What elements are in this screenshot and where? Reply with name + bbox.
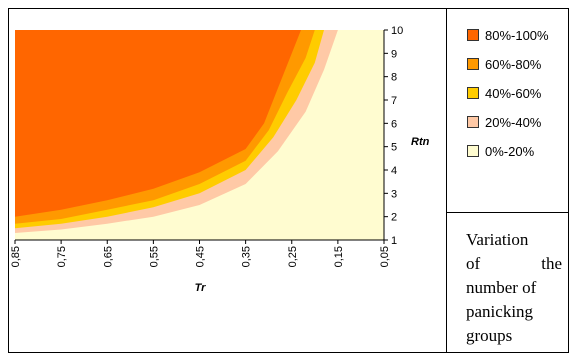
legend-label: 0%-20% bbox=[485, 143, 535, 159]
caption-line: panicking bbox=[466, 302, 534, 321]
figure-caption: Variation of the number of panicking grou… bbox=[466, 228, 562, 348]
y-tick-label: 2 bbox=[391, 212, 397, 224]
legend-cell-border bbox=[446, 8, 447, 353]
x-axis-label: Tr bbox=[195, 282, 207, 294]
legend-swatch bbox=[467, 29, 479, 41]
legend-label: 80%-100% bbox=[485, 27, 549, 43]
legend-item: 20%-40% bbox=[467, 114, 541, 130]
caption-word: the bbox=[541, 254, 562, 273]
y-tick-label: 3 bbox=[391, 188, 397, 200]
x-tick-label: 0,25 bbox=[287, 246, 299, 267]
y-tick-label: 1 bbox=[391, 235, 397, 247]
caption-line: groups bbox=[466, 326, 513, 345]
legend-item: 40%-60% bbox=[467, 85, 541, 101]
legend-label: 60%-80% bbox=[485, 56, 542, 72]
legend-swatch bbox=[467, 58, 479, 70]
legend-swatch bbox=[467, 87, 479, 99]
y-tick-label: 8 bbox=[391, 72, 397, 84]
x-tick-label: 0,45 bbox=[195, 246, 207, 267]
caption-line: Variation bbox=[466, 230, 529, 249]
legend-label: 20%-40% bbox=[485, 114, 542, 130]
y-axis-label: Rtn bbox=[411, 136, 430, 148]
axes: 1 2 3 4 5 6 7 8 9 10 0,85 0,75 0,65 0,55 0,45 0,35 0,25 0… bbox=[10, 25, 403, 267]
y-tick-label: 4 bbox=[391, 165, 397, 177]
caption-line: number of bbox=[466, 278, 537, 297]
legend-item: 80%-100% bbox=[467, 27, 549, 43]
y-tick-label: 5 bbox=[391, 142, 397, 154]
legend-item: 0%-20% bbox=[467, 143, 534, 159]
caption-word: of bbox=[466, 254, 481, 273]
outer-frame bbox=[8, 8, 569, 353]
y-tick-label: 7 bbox=[391, 95, 397, 107]
y-tick-label: 9 bbox=[391, 48, 397, 60]
legend-swatch bbox=[467, 116, 479, 128]
caption-cell-border bbox=[446, 212, 569, 213]
x-tick-label: 0,75 bbox=[56, 246, 68, 267]
plot-area bbox=[15, 30, 384, 240]
x-tick-label: 0,15 bbox=[333, 246, 345, 267]
x-tick-label: 0,05 bbox=[379, 246, 391, 267]
legend-swatch bbox=[467, 145, 479, 157]
x-tick-label: 0,85 bbox=[10, 246, 22, 267]
x-tick-label: 0,35 bbox=[241, 246, 253, 267]
y-tick-label: 6 bbox=[391, 118, 397, 130]
legend-item: 60%-80% bbox=[467, 56, 541, 72]
legend: 80%-100% 60%-80% 40%-60% 20%-40% 0%-20% bbox=[457, 19, 567, 189]
legend-label: 40%-60% bbox=[485, 85, 542, 101]
contour-chart: 1 2 3 4 5 6 7 8 9 10 0,85 0,75 0,65 0,55 0,45 0,35 0,25 0… bbox=[10, 25, 430, 294]
x-tick-label: 0,65 bbox=[102, 246, 114, 267]
x-tick-label: 0,55 bbox=[148, 246, 160, 267]
y-tick-label: 10 bbox=[391, 25, 403, 37]
band-80-100 bbox=[15, 30, 301, 217]
